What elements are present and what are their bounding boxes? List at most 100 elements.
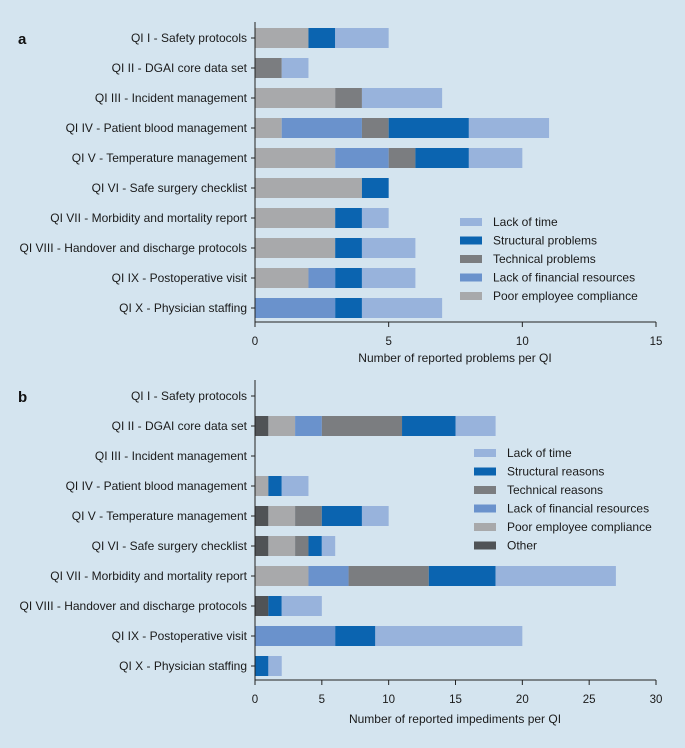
bar-a-5-structural-problems xyxy=(415,148,469,168)
bar-b-9-lack-of-time xyxy=(375,626,523,646)
bar-b-8-lack-of-time xyxy=(281,596,322,616)
bar-b-6-technical-reasons xyxy=(295,536,309,556)
bar-a-5-poor-employee-compliance xyxy=(255,148,336,168)
legend-label-b-technical-reasons: Technical reasons xyxy=(507,483,603,497)
bar-b-6-lack-of-time xyxy=(321,536,336,556)
panel-a-bars xyxy=(255,28,550,318)
category-label-a-6: QI VI - Safe surgery checklist xyxy=(92,181,248,195)
legend-label-b-lack-of-financial-resources: Lack of financial resources xyxy=(507,502,649,516)
category-label-a-2: QI II - DGAI core data set xyxy=(112,61,248,75)
bar-b-4-poor-employee-compliance xyxy=(255,476,269,496)
panel-b-letter: b xyxy=(18,389,27,406)
bar-a-2-lack-of-time xyxy=(281,58,309,78)
legend-swatch-a-structural-problems xyxy=(460,236,482,245)
bar-b-6-other xyxy=(255,536,269,556)
bar-b-8-other xyxy=(255,596,269,616)
bar-a-7-lack-of-time xyxy=(361,208,389,228)
legend-swatch-a-poor-employee-compliance xyxy=(460,292,482,300)
panel-b-category-labels: QI I - Safety protocols QI II - DGAI core… xyxy=(20,389,248,673)
bar-a-9-structural-problems xyxy=(335,268,362,288)
panel-b-x-axis-title: Number of reported impediments per QI xyxy=(349,712,561,726)
category-label-a-10: QI X - Physician staffing xyxy=(119,301,247,315)
legend-swatch-a-lack-of-financial-resources xyxy=(460,273,482,282)
bar-b-2-structural-reasons xyxy=(402,416,456,436)
bar-b-2-other xyxy=(255,416,269,436)
bar-b-9-structural-reasons xyxy=(335,626,376,646)
bar-b-5-other xyxy=(255,506,269,526)
x-tick-label-b-20: 20 xyxy=(516,694,529,706)
category-label-b-6: QI VI - Safe surgery checklist xyxy=(92,539,248,553)
x-tick-label-b-0: 0 xyxy=(252,694,258,706)
panel-b: b QI I - Safety protocols QI II - DGAI co… xyxy=(18,380,662,726)
bar-a-4-technical-problems xyxy=(361,118,389,138)
bar-b-7-lack-of-financial-resources xyxy=(308,566,349,586)
bar-a-3-poor-employee-compliance xyxy=(255,88,336,108)
category-label-a-1: QI I - Safety protocols xyxy=(131,31,247,45)
bar-a-1-structural-problems xyxy=(308,28,336,48)
legend-label-b-poor-employee-compliance: Poor employee compliance xyxy=(507,520,652,534)
legend-label-a-technical-problems: Technical problems xyxy=(493,252,596,266)
category-label-b-4: QI IV - Patient blood management xyxy=(66,479,248,493)
category-label-a-4: QI IV - Patient blood management xyxy=(66,121,248,135)
legend-label-a-lack-of-financial-resources: Lack of financial resources xyxy=(493,271,635,285)
bar-b-7-technical-reasons xyxy=(348,566,429,586)
bar-b-5-poor-employee-compliance xyxy=(268,506,296,526)
bar-a-10-lack-of-financial-resources xyxy=(255,298,336,318)
x-tick-label-a-5: 5 xyxy=(385,336,391,348)
bar-b-6-poor-employee-compliance xyxy=(268,536,296,556)
bar-a-8-poor-employee-compliance xyxy=(255,238,336,258)
bar-a-1-poor-employee-compliance xyxy=(255,28,309,48)
x-tick-label-a-15: 15 xyxy=(650,336,663,348)
x-tick-label-b-10: 10 xyxy=(382,694,395,706)
bar-a-9-lack-of-financial-resources xyxy=(308,268,336,288)
panel-a-x-axis-title: Number of reported problems per QI xyxy=(358,351,551,365)
panel-a-letter: a xyxy=(18,31,27,48)
panel-a-category-labels: QI I - Safety protocols QI II - DGAI core… xyxy=(20,31,248,315)
bar-a-4-poor-employee-compliance xyxy=(255,118,282,138)
bar-b-7-structural-reasons xyxy=(428,566,496,586)
x-tick-label-b-5: 5 xyxy=(319,694,325,706)
legend-label-b-other: Other xyxy=(507,539,537,553)
bar-a-4-structural-problems xyxy=(388,118,469,138)
category-label-a-8: QI VIII - Handover and discharge protoco… xyxy=(20,241,247,255)
bar-b-2-poor-employee-compliance xyxy=(268,416,296,436)
bar-a-5-technical-problems xyxy=(388,148,416,168)
category-label-b-5: QI V - Temperature management xyxy=(72,509,248,523)
legend-label-a-structural-problems: Structural problems xyxy=(493,234,597,248)
category-label-a-9: QI IX - Postoperative visit xyxy=(112,271,248,285)
category-label-b-2: QI II - DGAI core data set xyxy=(112,419,248,433)
bar-a-9-poor-employee-compliance xyxy=(255,268,309,288)
category-label-b-1: QI I - Safety protocols xyxy=(131,389,247,403)
bar-a-3-technical-problems xyxy=(335,88,362,108)
bar-b-9-lack-of-financial-resources xyxy=(255,626,336,646)
legend-label-a-poor-employee-compliance: Poor employee compliance xyxy=(493,289,638,303)
bar-a-7-poor-employee-compliance xyxy=(255,208,336,228)
bar-a-6-structural-problems xyxy=(361,178,389,198)
bar-b-5-technical-reasons xyxy=(295,506,322,526)
bar-b-2-technical-reasons xyxy=(321,416,403,436)
panel-a-legend: Lack of time Structural problems Technical… xyxy=(460,215,638,303)
panel-a-x-axis: 0 5 10 15 xyxy=(251,22,662,348)
bar-a-4-lack-of-time xyxy=(468,118,550,138)
bar-b-2-lack-of-financial-resources xyxy=(295,416,322,436)
legend-swatch-b-lack-of-financial-resources xyxy=(474,504,496,513)
x-tick-label-a-0: 0 xyxy=(252,336,258,348)
legend-label-b-lack-of-time: Lack of time xyxy=(507,446,572,460)
x-tick-label-b-30: 30 xyxy=(650,694,663,706)
legend-swatch-a-lack-of-time xyxy=(460,218,482,226)
panel-a: a QI I - Safety protocols QI II - DGAI co… xyxy=(18,22,662,365)
panel-b-legend: Lack of time Structural reasons Technical … xyxy=(474,446,652,553)
category-label-a-7: QI VII - Morbidity and mortality report xyxy=(50,211,247,225)
category-label-b-8: QI VIII - Handover and discharge protoco… xyxy=(20,599,247,613)
legend-swatch-b-poor-employee-compliance xyxy=(474,523,496,531)
bar-b-5-structural-reasons xyxy=(321,506,362,526)
category-label-b-7: QI VII - Morbidity and mortality report xyxy=(50,569,247,583)
bar-a-3-lack-of-time xyxy=(361,88,443,108)
bar-b-8-structural-reasons xyxy=(268,596,282,616)
x-tick-label-b-15: 15 xyxy=(449,694,462,706)
bar-b-7-poor-employee-compliance xyxy=(255,566,309,586)
x-tick-label-a-10: 10 xyxy=(516,336,529,348)
bar-a-2-technical-problems xyxy=(255,58,282,78)
bar-b-10-lack-of-time xyxy=(268,656,282,676)
bar-b-7-lack-of-time xyxy=(495,566,616,586)
